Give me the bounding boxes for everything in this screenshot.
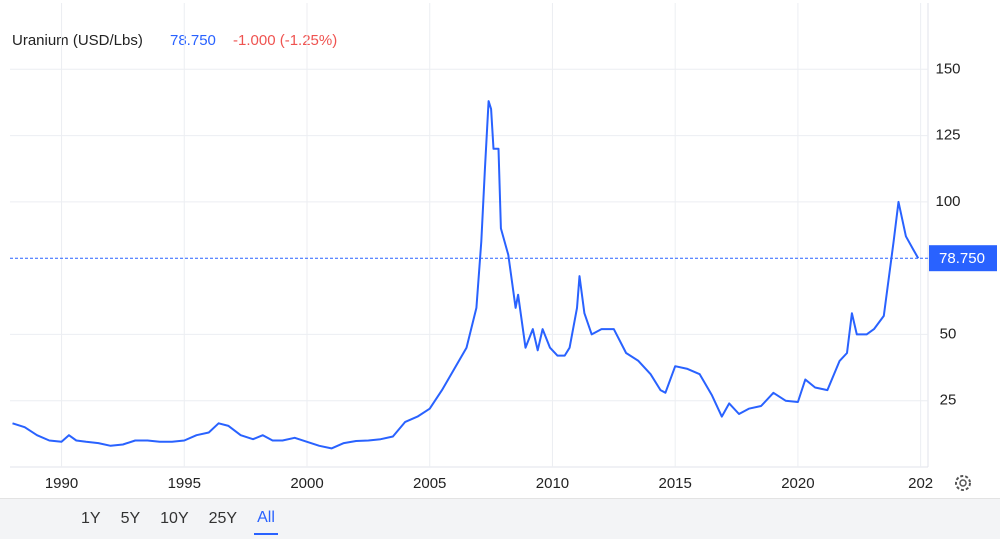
x-tick-label: 1990 — [45, 475, 78, 492]
range-button[interactable]: 1Y — [81, 510, 101, 527]
y-tick-label: 50 — [940, 325, 957, 342]
price-change: -1.000 (-1.25%) — [233, 32, 337, 49]
y-tick-label: 150 — [935, 60, 960, 77]
range-button[interactable]: 10Y — [160, 510, 189, 527]
current-price-label: 78.750 — [939, 250, 985, 267]
y-tick-label: 25 — [940, 392, 957, 409]
chart: Uranium (USD/Lbs) 78.750 -1.000 (-1.25%)… — [10, 3, 997, 492]
x-tick-label: 1995 — [168, 475, 201, 492]
x-tick-label: 2000 — [290, 475, 323, 492]
current-price-badge — [929, 245, 997, 272]
x-tick-label: 2015 — [658, 475, 691, 492]
range-bar: 1Y 5Y 10Y 25Y All — [0, 498, 1000, 539]
settings-icon[interactable] — [955, 475, 971, 491]
x-tick-label: 202 — [908, 475, 933, 492]
y-tick-label: 100 — [935, 193, 960, 210]
price-line — [12, 100, 920, 450]
y-tick-label: 125 — [935, 127, 960, 144]
range-button[interactable]: 25Y — [208, 510, 238, 527]
chart-title: Uranium (USD/Lbs) — [12, 32, 143, 49]
x-tick-label: 2020 — [781, 475, 814, 492]
range-button[interactable]: All — [254, 503, 278, 535]
current-price: 78.750 — [170, 32, 216, 49]
x-tick-label: 2005 — [413, 475, 446, 492]
range-button[interactable]: 5Y — [120, 510, 141, 527]
x-tick-label: 2010 — [536, 475, 569, 492]
